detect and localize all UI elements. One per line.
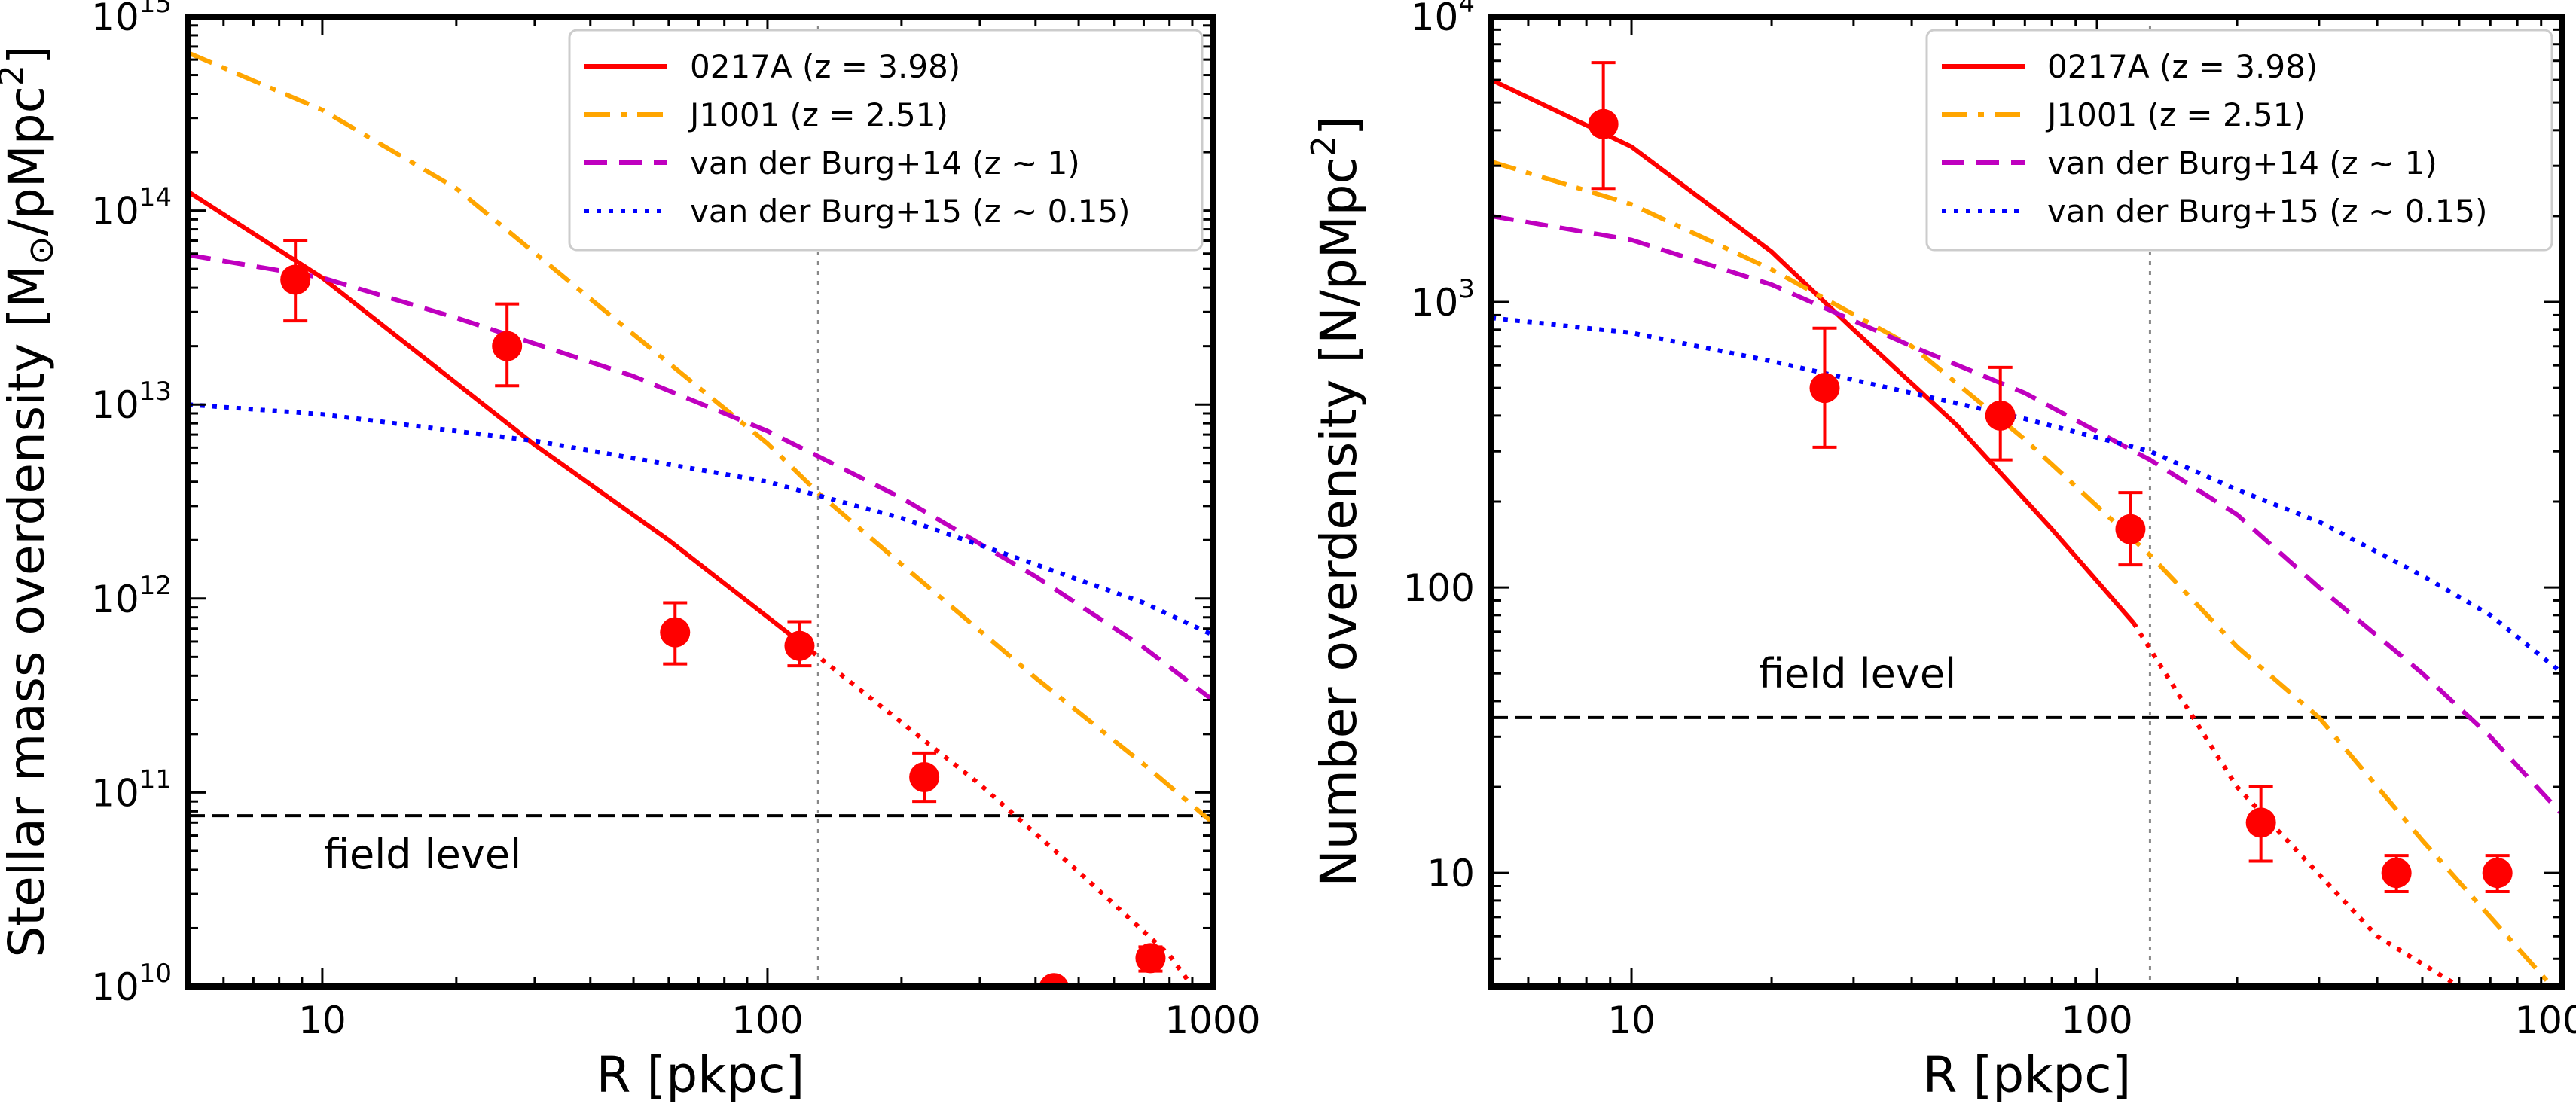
y-tick-label: 1011 [91,764,172,815]
legend-label-1: J1001 (z = 2.51) [688,96,948,133]
series-line-0 [188,190,804,647]
plot-area [1491,17,2562,987]
x-tick-label: 1000 [1164,999,1260,1042]
series-line-2 [188,252,1213,702]
series-line-3 [188,402,1213,637]
legend-label-3: van der Burg+15 (z ~ 0.15) [2047,193,2488,230]
data-point [909,762,940,793]
data-point [1039,973,1070,987]
data-point [1588,108,1619,139]
data-point [660,617,691,648]
legend: 0217A (z = 3.98) J1001 (z = 2.51) van der … [1925,29,2553,252]
x-axis-label: R [pkpc] [597,1046,805,1104]
x-tick-label: 10 [1607,999,1656,1042]
left-panel: field level 10 100 1000 1010 1011 1012 1013 1014… [0,0,1261,1104]
y-tick-label: 103 [1411,274,1475,325]
y-tick-label: 1013 [91,377,172,427]
y-tick-label: 100 [1403,566,1475,610]
x-axis-label: R [pkpc] [1923,1046,2132,1104]
data-point [784,630,815,661]
x-tick-label: 1000 [2514,999,2576,1042]
data-point [2115,514,2146,544]
field-level-label: field level [1759,650,1956,697]
data-point [1809,373,1840,404]
data-point [2482,858,2513,889]
y-axis-label: Number overdensity [N/pMpc2] [1305,116,1368,886]
legend-label-3: van der Burg+15 (z ~ 0.15) [690,193,1131,230]
series-line-0-extrapolated [2132,621,2461,987]
x-tick-label: 100 [731,999,803,1042]
y-tick-label: 104 [1411,0,1475,39]
y-axis-label: Stellar mass overdensity [M⊙/pMpc2] [0,45,61,957]
right-panel: field level 10 100 1000 10 100 103 104 R [pkpc] N… [1305,0,2576,1104]
series-line-1 [188,50,1213,825]
legend-label-0: 0217A (z = 3.98) [690,48,960,85]
plot-area [188,17,1213,987]
legend-label-2: van der Burg+14 (z ~ 1) [2047,145,2437,181]
plot-frame [185,14,1216,990]
x-tick-label: 100 [2061,999,2132,1042]
data-point [2245,807,2276,838]
y-tick-label: 1012 [91,571,172,621]
series-line-3 [1491,316,2562,675]
data-point [1985,400,2016,431]
y-tick-label: 10 [1427,852,1475,895]
field-level-label: field level [324,831,521,878]
legend-label-2: van der Burg+14 (z ~ 1) [690,145,1080,181]
legend-label-1: J1001 (z = 2.51) [2045,96,2306,133]
y-tick-label: 1015 [91,0,172,39]
series-line-1 [1491,159,2554,987]
legend-box [1925,29,2553,252]
x-tick-label: 10 [298,999,346,1042]
y-tick-label: 1010 [91,959,172,1009]
legend-label-0: 0217A (z = 3.98) [2047,48,2318,85]
data-point [1135,943,1166,974]
legend-box [568,29,1204,252]
series-line-2 [1491,213,2562,816]
data-point [2381,858,2412,889]
y-tick-label: 1014 [91,183,172,233]
legend: 0217A (z = 3.98) J1001 (z = 2.51) van der … [568,29,1204,252]
series-line-0 [1491,78,2136,625]
data-point [280,264,311,295]
data-point [492,331,523,361]
